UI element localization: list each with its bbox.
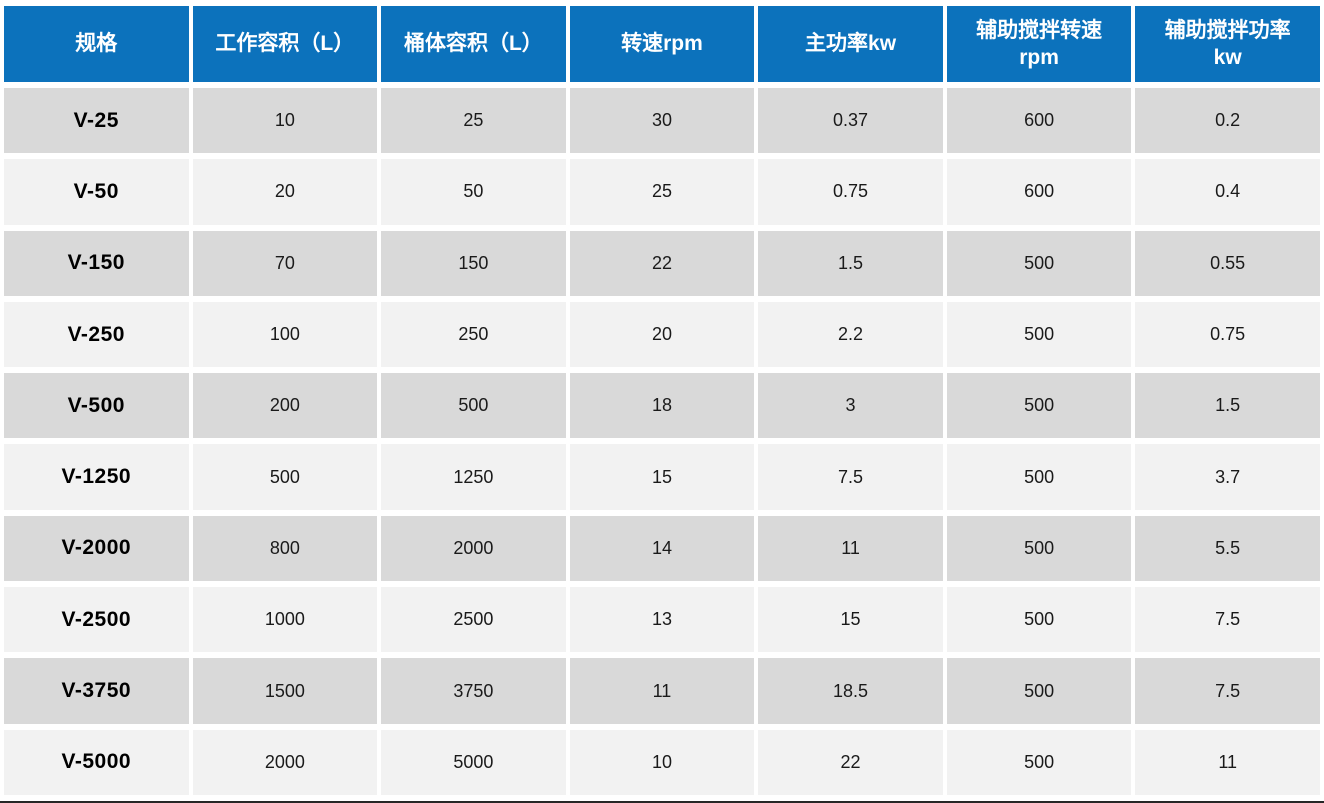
spec-cell: V-25	[4, 88, 189, 154]
value-cell: 13	[569, 587, 755, 653]
value-cell: 20	[192, 159, 378, 225]
value-cell: 15	[569, 444, 755, 510]
value-cell: 500	[946, 587, 1132, 653]
value-cell: 500	[946, 301, 1132, 368]
table-row: V-1250 500 1250 15 7.5 500 3.7	[4, 444, 1320, 510]
spec-cell: V-5000	[4, 729, 189, 795]
value-cell: 10	[569, 729, 755, 795]
table-row: V-250 100 250 20 2.2 500 0.75	[4, 301, 1320, 368]
table-row: V-50 20 50 25 0.75 600 0.4	[4, 159, 1320, 225]
value-cell: 600	[946, 88, 1132, 154]
table-row: V-150 70 150 22 1.5 500 0.55	[4, 230, 1320, 296]
column-header: 工作容积（L）	[192, 6, 378, 82]
value-cell: 11	[569, 658, 755, 724]
value-cell: 15	[758, 587, 943, 653]
value-cell: 500	[946, 373, 1132, 439]
table-body: V-25 10 25 30 0.37 600 0.2 V-50 20 50 25 0.75 600 0.4…	[4, 88, 1320, 795]
value-cell: 500	[946, 515, 1132, 582]
value-cell: 11	[758, 515, 943, 582]
value-cell: 100	[192, 301, 378, 368]
table-row: V-2500 1000 2500 13 15 500 7.5	[4, 587, 1320, 653]
spec-cell: V-1250	[4, 444, 189, 510]
value-cell: 1250	[381, 444, 566, 510]
column-header: 规格	[4, 6, 189, 82]
spec-cell: V-2500	[4, 587, 189, 653]
value-cell: 150	[381, 230, 566, 296]
value-cell: 1000	[192, 587, 378, 653]
value-cell: 18.5	[758, 658, 943, 724]
value-cell: 0.75	[758, 159, 943, 225]
value-cell: 5.5	[1135, 515, 1320, 582]
value-cell: 500	[946, 230, 1132, 296]
value-cell: 7.5	[1135, 587, 1320, 653]
spec-cell: V-250	[4, 301, 189, 368]
table-row: V-25 10 25 30 0.37 600 0.2	[4, 88, 1320, 154]
table-row: V-5000 2000 5000 10 22 500 11	[4, 729, 1320, 795]
value-cell: 0.37	[758, 88, 943, 154]
value-cell: 3.7	[1135, 444, 1320, 510]
column-header: 辅助搅拌功率 kw	[1135, 6, 1320, 82]
value-cell: 22	[569, 230, 755, 296]
value-cell: 200	[192, 373, 378, 439]
value-cell: 500	[381, 373, 566, 439]
spec-cell: V-50	[4, 159, 189, 225]
value-cell: 14	[569, 515, 755, 582]
value-cell: 22	[758, 729, 943, 795]
value-cell: 600	[946, 159, 1132, 225]
value-cell: 7.5	[758, 444, 943, 510]
table-row: V-3750 1500 3750 11 18.5 500 7.5	[4, 658, 1320, 724]
header-row: 规格 工作容积（L） 桶体容积（L） 转速rpm 主功率kw 辅助搅拌转速 rpm 辅助搅拌…	[4, 6, 1320, 82]
value-cell: 1.5	[758, 230, 943, 296]
table-header: 规格 工作容积（L） 桶体容积（L） 转速rpm 主功率kw 辅助搅拌转速 rpm 辅助搅拌…	[4, 6, 1320, 82]
value-cell: 500	[946, 658, 1132, 724]
value-cell: 0.75	[1135, 301, 1320, 368]
value-cell: 2500	[381, 587, 566, 653]
spec-cell: V-2000	[4, 515, 189, 582]
value-cell: 3750	[381, 658, 566, 724]
value-cell: 0.55	[1135, 230, 1320, 296]
value-cell: 25	[381, 88, 566, 154]
value-cell: 250	[381, 301, 566, 368]
value-cell: 5000	[381, 729, 566, 795]
column-header: 桶体容积（L）	[381, 6, 566, 82]
value-cell: 25	[569, 159, 755, 225]
value-cell: 18	[569, 373, 755, 439]
value-cell: 2000	[192, 729, 378, 795]
value-cell: 7.5	[1135, 658, 1320, 724]
value-cell: 0.4	[1135, 159, 1320, 225]
value-cell: 10	[192, 88, 378, 154]
spec-cell: V-3750	[4, 658, 189, 724]
value-cell: 50	[381, 159, 566, 225]
value-cell: 3	[758, 373, 943, 439]
table-row: V-2000 800 2000 14 11 500 5.5	[4, 515, 1320, 582]
column-header: 转速rpm	[569, 6, 755, 82]
value-cell: 1.5	[1135, 373, 1320, 439]
spec-cell: V-500	[4, 373, 189, 439]
column-header: 辅助搅拌转速 rpm	[946, 6, 1132, 82]
value-cell: 2.2	[758, 301, 943, 368]
value-cell: 0.2	[1135, 88, 1320, 154]
value-cell: 500	[192, 444, 378, 510]
value-cell: 11	[1135, 729, 1320, 795]
value-cell: 500	[946, 729, 1132, 795]
value-cell: 2000	[381, 515, 566, 582]
value-cell: 500	[946, 444, 1132, 510]
value-cell: 30	[569, 88, 755, 154]
value-cell: 800	[192, 515, 378, 582]
value-cell: 70	[192, 230, 378, 296]
column-header: 主功率kw	[758, 6, 943, 82]
spec-cell: V-150	[4, 230, 189, 296]
value-cell: 20	[569, 301, 755, 368]
value-cell: 1500	[192, 658, 378, 724]
table-row: V-500 200 500 18 3 500 1.5	[4, 373, 1320, 439]
